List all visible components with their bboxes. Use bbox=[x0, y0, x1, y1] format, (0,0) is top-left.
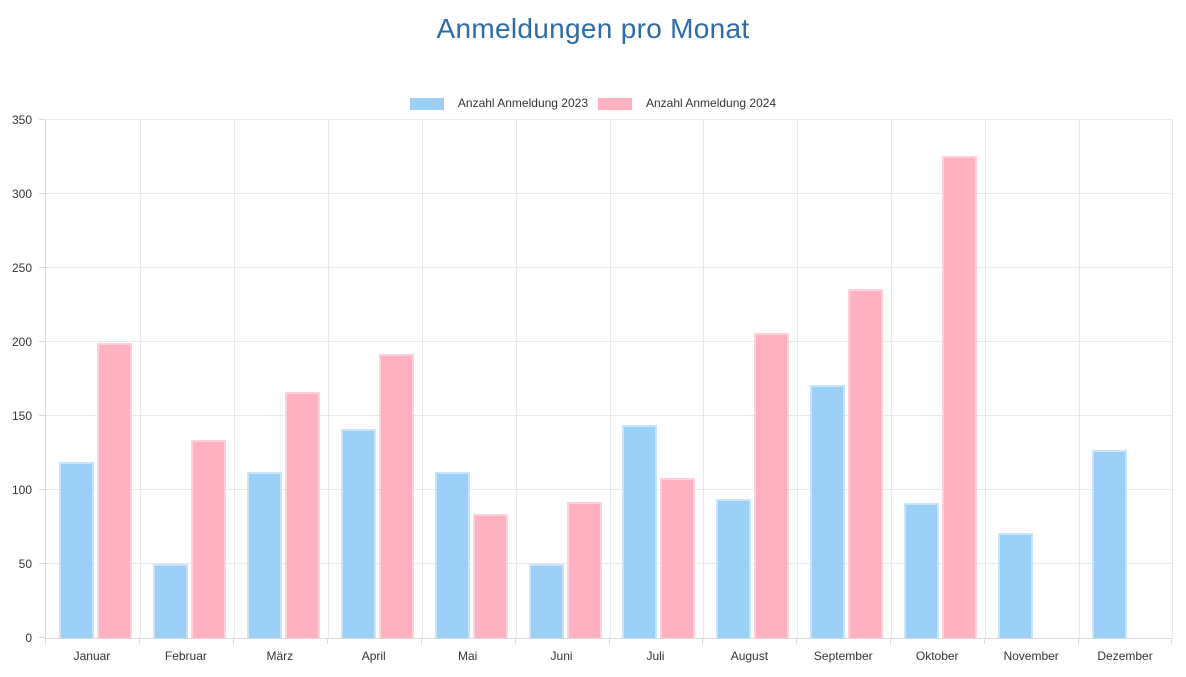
y-tick-label-200: 200 bbox=[11, 335, 32, 349]
legend-item-2023[interactable]: Anzahl Anmeldung 2023 bbox=[409, 96, 588, 110]
gridline-y-250 bbox=[46, 266, 1173, 268]
x-tick-label-oktober: Oktober bbox=[915, 649, 959, 663]
bar-2024-februar[interactable] bbox=[191, 439, 226, 638]
y-tick-label-250: 250 bbox=[11, 261, 32, 275]
x-tick-mark-9 bbox=[890, 638, 891, 644]
plot-area bbox=[45, 119, 1173, 639]
bar-2023-august[interactable] bbox=[716, 498, 751, 638]
legend-swatch-2024 bbox=[598, 97, 632, 110]
legend-label-2023: Anzahl Anmeldung 2023 bbox=[457, 96, 588, 110]
gridline-x-6 bbox=[610, 120, 611, 638]
x-tick-label-juli: Juli bbox=[646, 649, 665, 663]
gridline-x-10 bbox=[985, 120, 986, 638]
y-tick-label-0: 0 bbox=[25, 631, 32, 645]
y-tick-label-150: 150 bbox=[11, 409, 32, 423]
y-tick-label-100: 100 bbox=[11, 483, 32, 497]
gridline-x-5 bbox=[516, 120, 517, 638]
gridline-y-350 bbox=[46, 119, 1173, 120]
y-tick-label-350: 350 bbox=[11, 113, 32, 127]
x-tick-label-august: August bbox=[730, 649, 769, 663]
legend-swatch-2023 bbox=[409, 97, 444, 110]
x-tick-label-dezember: Dezember bbox=[1097, 649, 1153, 663]
bar-2023-april[interactable] bbox=[341, 429, 376, 638]
gridline-y-100 bbox=[46, 489, 1173, 490]
chart-title: Anmeldungen pro Monat bbox=[436, 13, 750, 44]
chart-legend: Anzahl Anmeldung 2023 Anzahl Anmeldung 2… bbox=[0, 97, 1186, 110]
legend-label-2024: Anzahl Anmeldung 2024 bbox=[646, 96, 777, 110]
x-tick-mark-11 bbox=[1078, 638, 1079, 644]
x-tick-mark-12 bbox=[1171, 638, 1172, 644]
gridline-y-50 bbox=[46, 563, 1173, 564]
y-axis-labels: 0 50 100 150 200 250 300 350 bbox=[0, 113, 45, 645]
bar-2024-juli[interactable] bbox=[660, 478, 695, 638]
y-tick-label-50: 50 bbox=[18, 557, 32, 571]
bar-2023-oktober[interactable] bbox=[904, 503, 939, 638]
bar-2024-märz[interactable] bbox=[285, 392, 320, 638]
x-tick-mark-7 bbox=[702, 638, 703, 644]
x-tick-mark-2 bbox=[233, 638, 234, 644]
gridline-x-7 bbox=[703, 120, 704, 638]
bar-2024-september[interactable] bbox=[848, 288, 883, 638]
bar-2023-märz[interactable] bbox=[247, 472, 282, 638]
bar-2024-april[interactable] bbox=[379, 353, 414, 638]
x-tick-mark-3 bbox=[327, 638, 328, 644]
x-tick-mark-1 bbox=[139, 638, 140, 644]
gridline-x-12 bbox=[1172, 120, 1173, 638]
x-tick-label-januar: Januar bbox=[73, 649, 111, 663]
x-tick-label-april: April bbox=[361, 649, 386, 663]
bar-2023-februar[interactable] bbox=[153, 564, 188, 638]
x-tick-mark-4 bbox=[421, 638, 422, 644]
bar-2023-mai[interactable] bbox=[435, 472, 470, 638]
bar-2023-januar[interactable] bbox=[59, 461, 94, 638]
x-tick-label-november: November bbox=[1003, 649, 1059, 663]
bar-2023-juni[interactable] bbox=[529, 564, 564, 638]
gridline-x-1 bbox=[140, 120, 141, 638]
x-tick-label-märz: März bbox=[266, 649, 294, 663]
x-tick-label-februar: Februar bbox=[164, 649, 207, 663]
y-tick-label-300: 300 bbox=[11, 187, 32, 201]
gridline-x-8 bbox=[797, 120, 798, 638]
gridline-y-200 bbox=[46, 341, 1173, 342]
y-tick-mark-50 bbox=[39, 563, 45, 564]
y-tick-mark-250 bbox=[39, 266, 45, 268]
gridline-x-2 bbox=[234, 120, 235, 638]
bar-2024-oktober[interactable] bbox=[942, 155, 977, 638]
bar-2024-januar[interactable] bbox=[97, 343, 132, 638]
x-axis-labels: Januar Februar März April Mai Juni Juli August S… bbox=[45, 638, 1172, 670]
bar-2024-mai[interactable] bbox=[473, 513, 508, 638]
y-tick-mark-200 bbox=[39, 341, 45, 342]
bar-2023-juli[interactable] bbox=[622, 424, 657, 638]
bar-2023-november[interactable] bbox=[998, 532, 1033, 638]
gridline-x-11 bbox=[1079, 120, 1080, 638]
x-tick-label-juni: Juni bbox=[550, 649, 573, 663]
y-tick-mark-0 bbox=[39, 637, 45, 638]
x-tick-mark-8 bbox=[796, 638, 797, 644]
bar-2023-september[interactable] bbox=[810, 384, 845, 638]
y-tick-mark-350 bbox=[39, 119, 45, 120]
bar-2024-august[interactable] bbox=[754, 333, 789, 638]
x-tick-mark-5 bbox=[515, 638, 516, 644]
gridline-y-300 bbox=[46, 192, 1173, 194]
y-tick-mark-100 bbox=[39, 489, 45, 490]
x-tick-label-mai: Mai bbox=[457, 649, 478, 663]
bar-2023-dezember[interactable] bbox=[1092, 450, 1127, 638]
y-tick-mark-150 bbox=[39, 414, 45, 416]
x-tick-label-september: September bbox=[813, 649, 873, 663]
x-tick-mark-10 bbox=[984, 638, 985, 644]
x-tick-mark-6 bbox=[609, 638, 610, 644]
gridline-x-4 bbox=[422, 120, 423, 638]
legend-item-2024[interactable]: Anzahl Anmeldung 2024 bbox=[598, 97, 776, 110]
gridline-x-9 bbox=[891, 120, 892, 638]
gridline-x-3 bbox=[328, 120, 329, 638]
gridline-y-150 bbox=[46, 414, 1173, 416]
bar-2024-juni[interactable] bbox=[567, 501, 602, 638]
x-tick-mark-0 bbox=[45, 638, 46, 644]
y-tick-mark-300 bbox=[39, 192, 45, 194]
